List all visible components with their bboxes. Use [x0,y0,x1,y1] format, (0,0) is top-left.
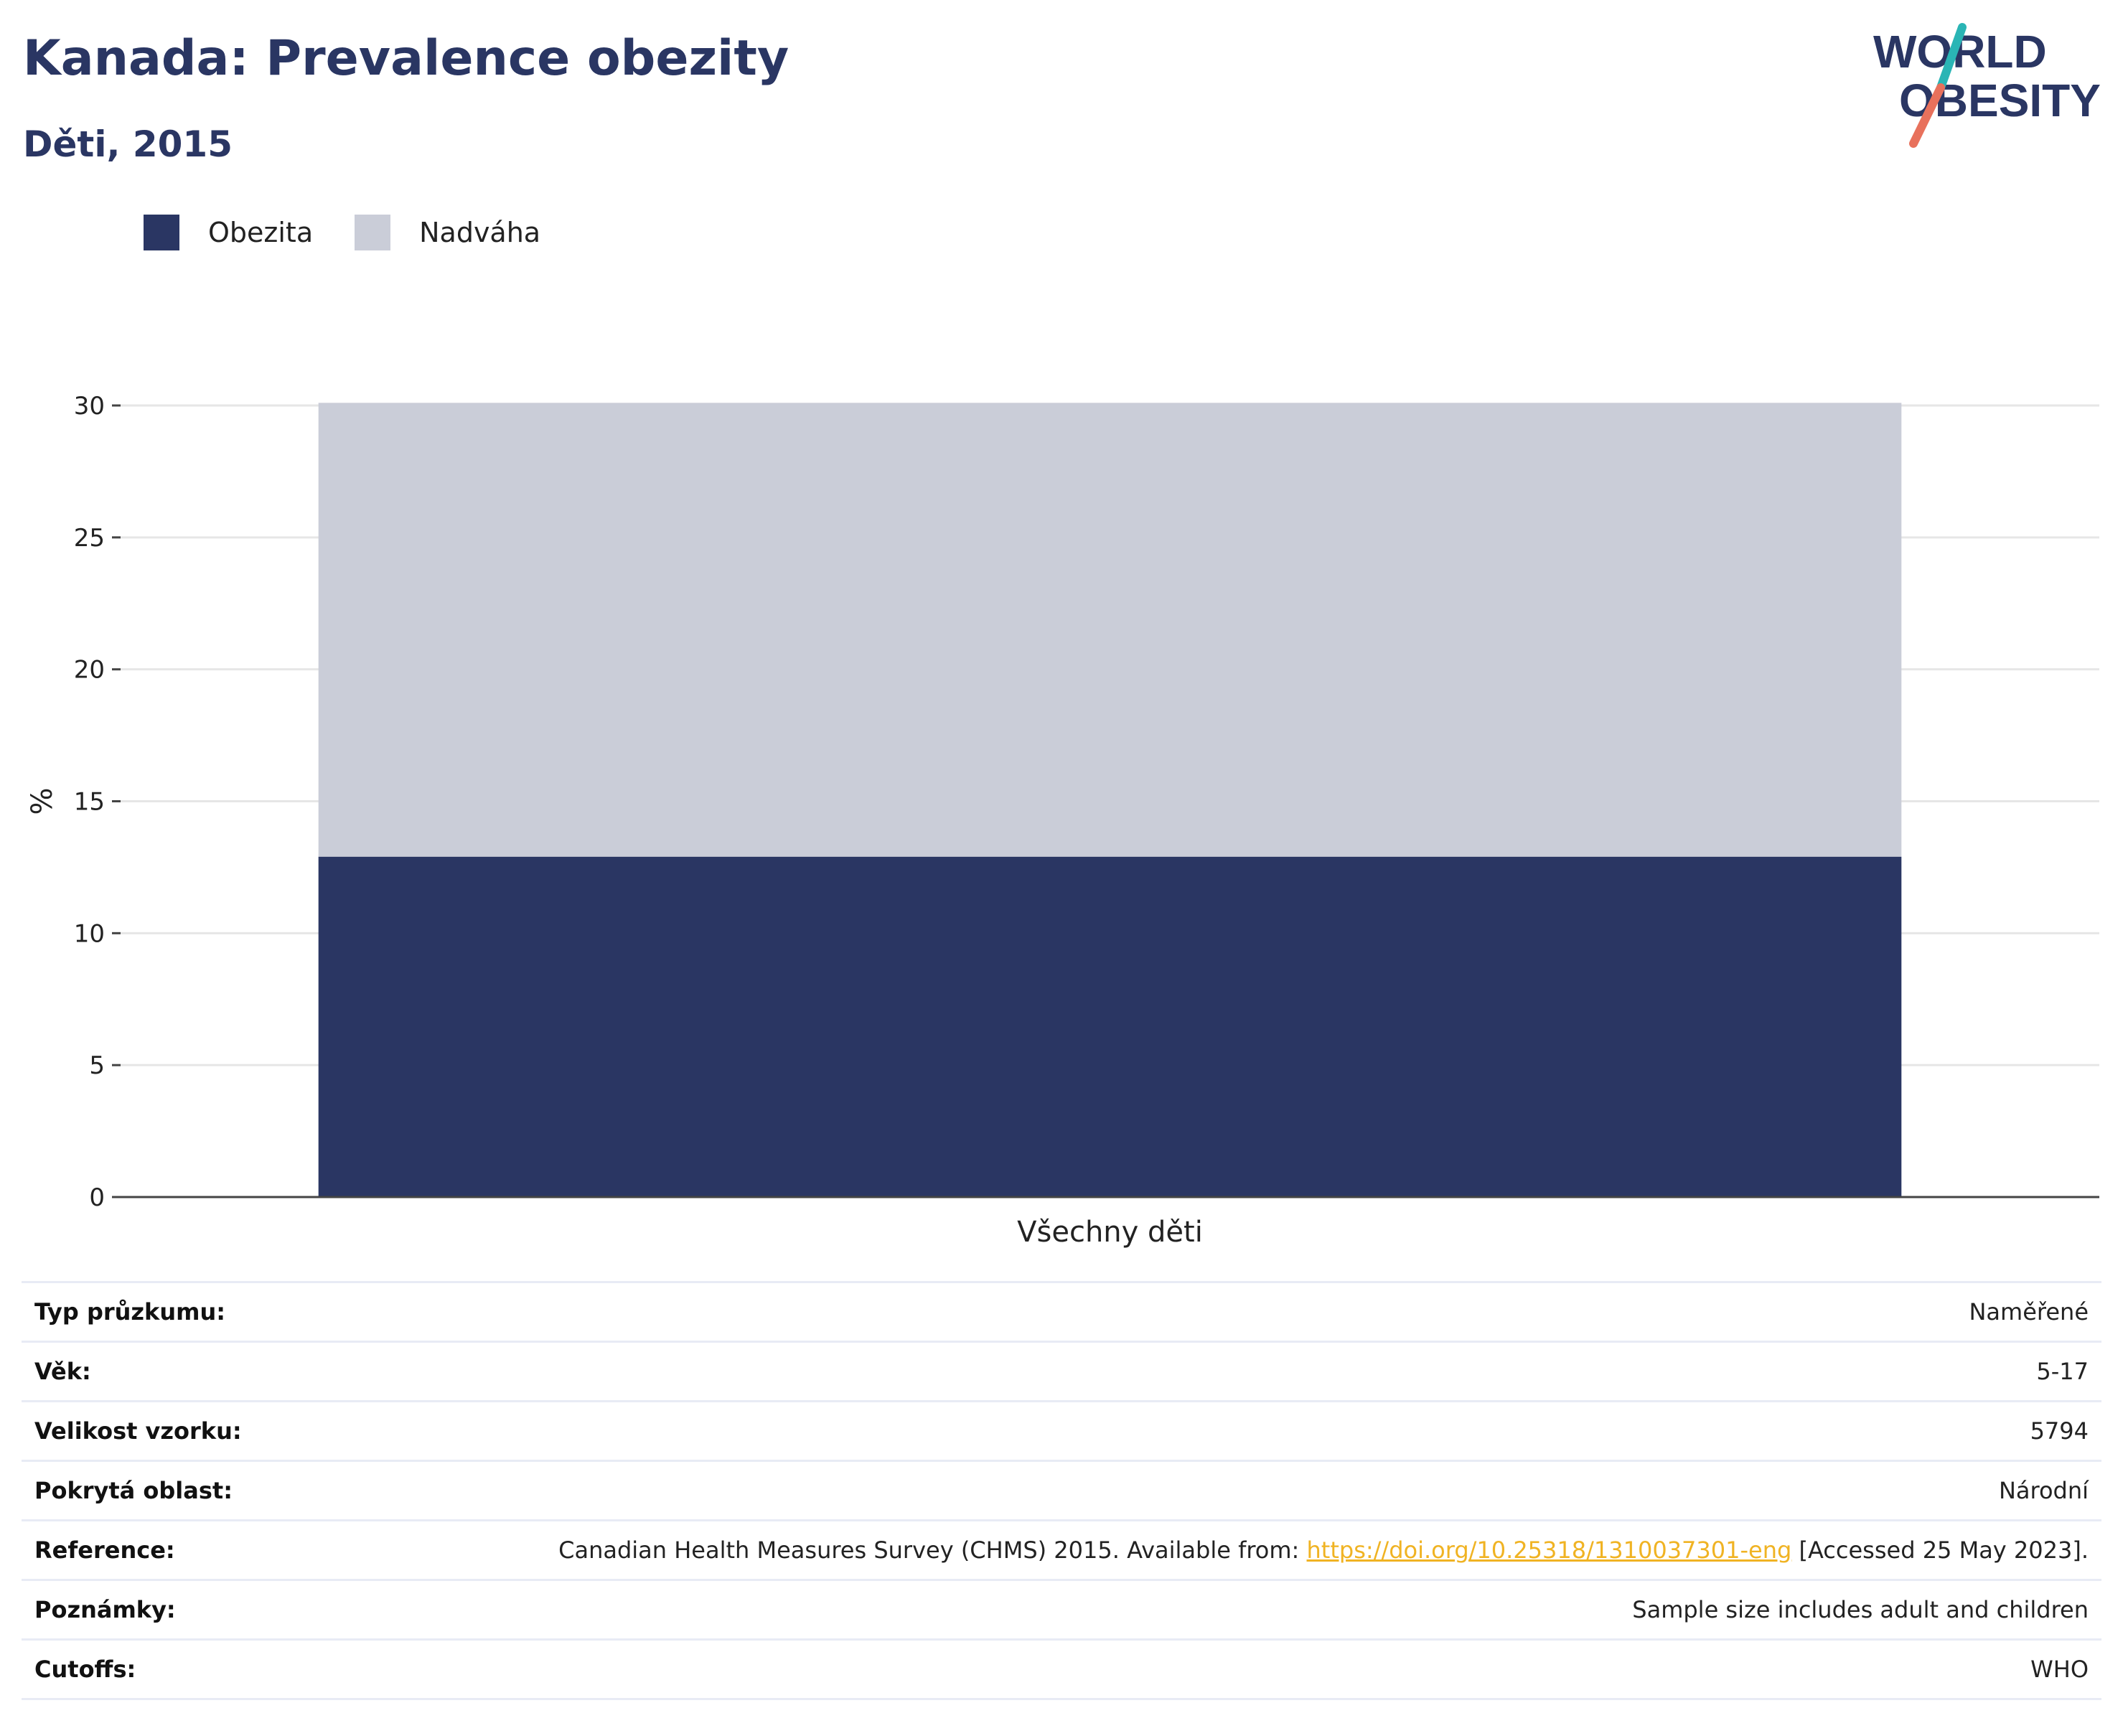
table-row: Pokrytá oblast: Národní [22,1460,2101,1521]
table-row: Cutoffs: WHO [22,1639,2101,1699]
row-label: Velikost vzorku: [34,1417,242,1445]
legend-swatch-obezita [144,215,179,250]
legend-label-nadvaha: Nadváha [419,217,541,248]
row-value: Národní [1998,1477,2089,1504]
row-label: Typ průzkumu: [34,1298,226,1326]
row-value: WHO [2030,1656,2089,1683]
y-tick-label: 20 [74,656,105,685]
y-axis-title: % [26,787,59,815]
legend-item-nadvaha[interactable]: Nadváha [355,215,540,250]
table-row: Velikost vzorku: 5794 [22,1401,2101,1461]
world-obesity-logo: WORLD OBESITY [1873,23,2101,148]
bar-nadvaha [318,403,1902,857]
chart-subtitle: Děti, 2015 [23,123,233,165]
x-tick-label: Všechny děti [1017,1216,1203,1249]
legend-item-obezita[interactable]: Obezita [144,215,313,250]
table-row: Poznámky: Sample size includes adult and … [22,1580,2101,1640]
y-tick-label: 15 [74,788,105,817]
row-value: Canadian Health Measures Survey (CHMS) 2… [292,1521,2101,1580]
table-row: Věk: 5-17 [22,1341,2101,1402]
row-value: 5-17 [2036,1358,2089,1385]
reference-link[interactable]: https://doi.org/10.25318/1310037301-eng [1306,1536,1792,1564]
reference-text: Canadian Health Measures Survey (CHMS) 2… [558,1536,1307,1564]
logo-slash-top [1936,23,1967,92]
y-tick-label: 30 [74,392,105,421]
row-value: Naměřené [1969,1298,2089,1326]
legend-label-obezita: Obezita [208,217,314,248]
row-label: Poznámky: [34,1596,176,1623]
legend-swatch-nadvaha [355,215,391,250]
bar-obezita [318,856,1902,1197]
y-tick-label: 25 [74,524,105,553]
stacked-bar-chart: 0 5 10 15 20 25 30% Všechny děti [26,392,2099,1249]
chart-legend: Obezita Nadváha [144,212,582,253]
row-value: Sample size includes adult and children [1632,1596,2089,1623]
y-tick-label: 0 [89,1183,105,1212]
y-tick-label: 5 [89,1051,105,1080]
row-value: 5794 [2030,1417,2089,1445]
y-tick-label: 10 [74,919,105,948]
row-label: Cutoffs: [34,1656,136,1683]
row-label: Reference: [34,1536,175,1564]
survey-info-table: Typ průzkumu: Naměřené Věk: 5-17 Velikost vz… [22,1281,2101,1700]
table-row: Typ průzkumu: Naměřené [22,1282,2101,1342]
row-label: Věk: [34,1358,91,1385]
table-row: Reference: Canadian Health Measures Surve… [22,1520,2101,1580]
reference-accessed: [Accessed 25 May 2023]. [1791,1536,2089,1564]
chart-title: Kanada: Prevalence obezity [23,30,789,87]
logo-slash-bottom [1909,83,1945,148]
row-label: Pokrytá oblast: [34,1477,233,1504]
